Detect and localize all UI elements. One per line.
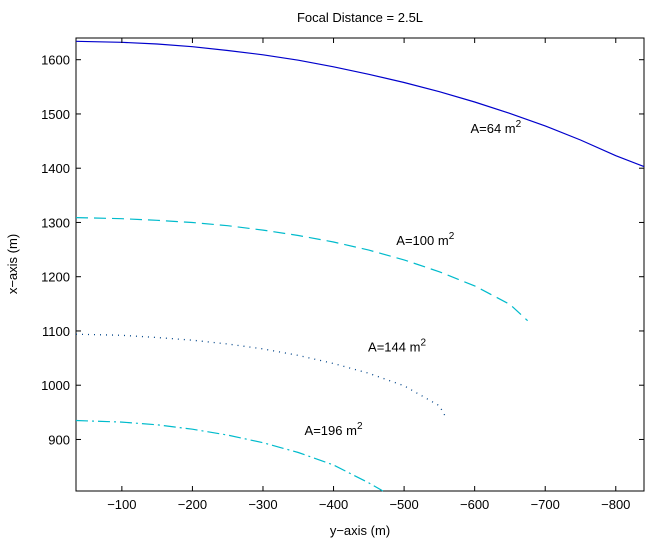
- x-tick-label: −100: [107, 497, 136, 512]
- x-axis-ticks: −100 −200 −300 −400 −500 −600 −700 −800: [107, 38, 630, 512]
- y-tick-label: 900: [48, 432, 70, 447]
- y-axis-ticks: 900 1000 1100 1200 1300 1400 1500 1600: [41, 53, 644, 447]
- y-tick-label: 1000: [41, 378, 70, 393]
- chart-title: Focal Distance = 2.5L: [297, 10, 423, 25]
- plot-area: [75, 37, 645, 492]
- y-tick-label: 1200: [41, 270, 70, 285]
- series-annotation-3: A=144 m2: [368, 338, 426, 355]
- x-tick-label: −300: [248, 497, 277, 512]
- annotations: A=64 m2 A=100 m2 A=144 m2 A=196 m2: [305, 119, 522, 438]
- x-tick-label: −400: [319, 497, 348, 512]
- y-tick-label: 1300: [41, 215, 70, 230]
- series-layer: [75, 40, 645, 492]
- y-tick-label: 1100: [42, 324, 70, 339]
- x-tick-label: −800: [601, 497, 630, 512]
- x-axis-label: y−axis (m): [330, 523, 390, 538]
- x-tick-label: −700: [531, 497, 560, 512]
- series-annotation-4: A=196 m2: [305, 421, 363, 438]
- y-tick-label: 1600: [41, 53, 70, 68]
- y-axis-label: x−axis (m): [5, 234, 20, 294]
- series-line-4: [75, 419, 384, 492]
- x-tick-label: −600: [460, 497, 489, 512]
- series-annotation-2: A=100 m2: [396, 231, 454, 248]
- y-tick-label: 1500: [41, 107, 70, 122]
- series-line-1: [75, 40, 645, 168]
- y-tick-label: 1400: [41, 161, 70, 176]
- x-tick-label: −500: [389, 497, 418, 512]
- x-tick-label: −200: [178, 497, 207, 512]
- series-line-2: [75, 217, 529, 322]
- series-annotation-1: A=64 m2: [470, 119, 521, 136]
